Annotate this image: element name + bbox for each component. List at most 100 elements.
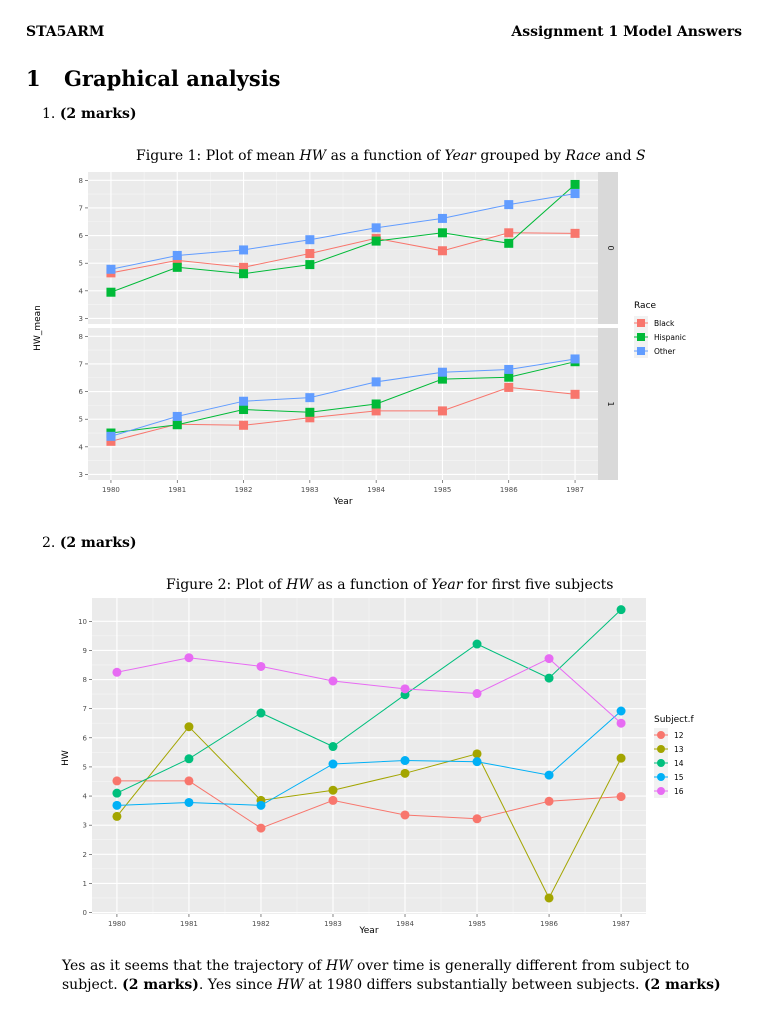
legend-title: Subject.f xyxy=(654,715,695,725)
data-point-15 xyxy=(400,756,410,766)
y-tick-label: 5 xyxy=(79,416,83,424)
data-point-hispanic xyxy=(371,399,381,409)
legend-key-12 xyxy=(657,731,665,739)
question-item-2: 2. (2 marks) xyxy=(42,535,137,551)
data-point-12 xyxy=(472,814,482,824)
section-number: 1 xyxy=(26,66,41,91)
y-tick-label: 1 xyxy=(83,880,87,888)
data-point-13 xyxy=(400,768,410,778)
data-point-15 xyxy=(328,759,338,769)
data-point-16 xyxy=(184,653,194,663)
data-point-14 xyxy=(184,754,194,764)
series-line-hispanic xyxy=(110,361,576,434)
x-tick-label: 1986 xyxy=(540,920,558,928)
legend-key-13 xyxy=(657,745,665,753)
y-tick-label: 2 xyxy=(83,851,87,859)
legend-label: 16 xyxy=(674,787,684,796)
facet-strip-label: 1 xyxy=(606,401,615,406)
caption-text: Plot of mean xyxy=(205,148,296,164)
data-point-black xyxy=(239,420,249,430)
data-point-13 xyxy=(616,753,626,763)
answer-text: at 1980 differs substantially between su… xyxy=(308,977,640,993)
data-point-other xyxy=(305,235,315,245)
data-point-13 xyxy=(184,722,194,732)
data-point-15 xyxy=(112,800,122,810)
caption-math: Year xyxy=(431,577,463,593)
data-point-other xyxy=(504,364,514,374)
figure-1-chart: 3 4 5 6 7 8 0 3 4 5 6 7 8 1980 1981 1982 1983 1984 1985 198… xyxy=(33,172,686,507)
series-line-black xyxy=(110,232,576,274)
data-point-hispanic xyxy=(504,372,514,382)
x-tick-label: 1987 xyxy=(566,486,584,494)
y-tick-label: 8 xyxy=(79,333,83,341)
data-point-other xyxy=(172,411,182,421)
facet-strip-label: 0 xyxy=(606,245,615,250)
data-point-black xyxy=(172,255,182,265)
data-point-other xyxy=(570,354,580,364)
x-tick-label: 1986 xyxy=(500,486,518,494)
y-tick-label: 3 xyxy=(79,315,83,323)
data-point-other xyxy=(172,250,182,260)
item-number: 1. xyxy=(42,106,56,122)
data-point-14 xyxy=(328,742,338,752)
legend-label: Black xyxy=(654,319,675,328)
data-point-other xyxy=(437,213,447,223)
answer-math: HW xyxy=(277,977,304,993)
answer-marks: (2 marks) xyxy=(643,977,721,993)
y-tick-label: 4 xyxy=(79,443,84,451)
caption-text: grouped by xyxy=(480,148,561,164)
x-axis-title: Year xyxy=(332,497,352,507)
data-point-black xyxy=(570,389,580,399)
section-heading: 1 Graphical analysis xyxy=(26,66,281,91)
caption-text: as a function of xyxy=(330,148,441,164)
x-tick-label: 1987 xyxy=(612,920,630,928)
answer-marks: (2 marks) xyxy=(122,977,199,993)
series-line-other xyxy=(110,358,576,437)
caption-math: S xyxy=(635,148,646,164)
y-axis-title: HW xyxy=(61,750,71,766)
caption-text: and xyxy=(605,148,632,164)
y-tick-label: 5 xyxy=(83,763,87,771)
y-axis-title: HW_mean xyxy=(33,305,43,351)
data-point-12 xyxy=(112,776,122,786)
data-point-black xyxy=(239,262,249,272)
y-tick-label: 0 xyxy=(83,909,87,917)
data-point-15 xyxy=(544,770,554,780)
data-point-12 xyxy=(328,795,338,805)
data-point-16 xyxy=(472,689,482,699)
caption-math: Race xyxy=(565,148,601,164)
data-point-black xyxy=(305,249,315,259)
caption-text: as a function of xyxy=(317,577,427,593)
data-point-16 xyxy=(256,661,266,671)
answer-math: HW xyxy=(325,958,353,974)
data-point-black xyxy=(437,246,447,256)
legend-label: 12 xyxy=(674,731,684,740)
x-tick-label: 1984 xyxy=(396,920,414,928)
data-point-hispanic xyxy=(437,374,447,384)
x-tick-label: 1980 xyxy=(108,920,126,928)
y-tick-label: 8 xyxy=(79,177,83,185)
data-point-hispanic xyxy=(570,179,580,189)
caption-math: Year xyxy=(444,148,476,164)
data-point-black xyxy=(570,228,580,238)
data-point-hispanic xyxy=(305,407,315,417)
data-point-hispanic xyxy=(371,236,381,246)
series-line-other xyxy=(110,193,576,270)
data-point-12 xyxy=(256,823,266,833)
section-title: Graphical analysis xyxy=(64,66,281,91)
facet-strip xyxy=(598,328,618,480)
x-tick-label: 1981 xyxy=(168,486,186,494)
data-point-16 xyxy=(544,654,554,664)
data-point-black xyxy=(504,228,514,238)
x-tick-label: 1980 xyxy=(102,486,120,494)
running-header-right: Assignment 1 Model Answers xyxy=(511,24,742,40)
y-tick-label: 6 xyxy=(83,734,88,742)
data-point-12 xyxy=(616,792,626,802)
caption-math: HW xyxy=(299,148,327,164)
item-marks: (2 marks) xyxy=(59,535,137,551)
y-tick-label: 4 xyxy=(83,793,88,801)
data-point-black xyxy=(106,436,116,446)
y-tick-label: 4 xyxy=(79,287,84,295)
data-point-black xyxy=(437,406,447,416)
data-point-black xyxy=(371,406,381,416)
